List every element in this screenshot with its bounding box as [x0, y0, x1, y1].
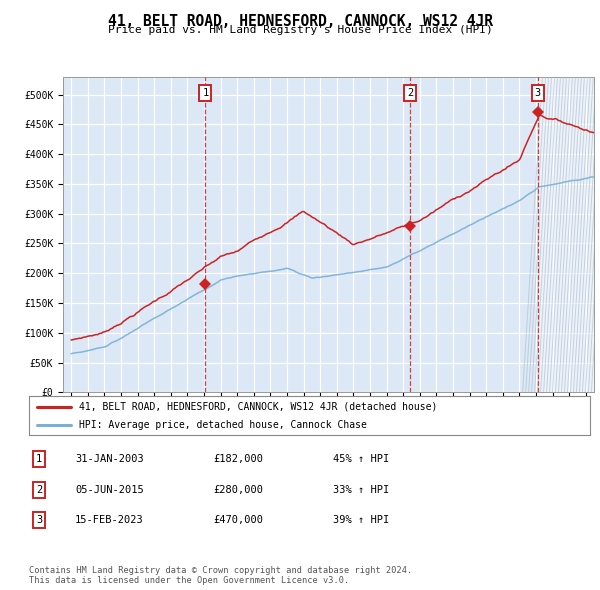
Text: 33% ↑ HPI: 33% ↑ HPI — [333, 485, 389, 494]
Text: 3: 3 — [36, 516, 42, 525]
Text: 45% ↑ HPI: 45% ↑ HPI — [333, 454, 389, 464]
Text: £280,000: £280,000 — [213, 485, 263, 494]
Text: 31-JAN-2003: 31-JAN-2003 — [75, 454, 144, 464]
Text: 41, BELT ROAD, HEDNESFORD, CANNOCK, WS12 4JR (detached house): 41, BELT ROAD, HEDNESFORD, CANNOCK, WS12… — [79, 402, 437, 412]
Text: 05-JUN-2015: 05-JUN-2015 — [75, 485, 144, 494]
Text: 1: 1 — [202, 88, 208, 99]
Text: Contains HM Land Registry data © Crown copyright and database right 2024.
This d: Contains HM Land Registry data © Crown c… — [29, 566, 412, 585]
Text: 3: 3 — [535, 88, 541, 99]
Text: £182,000: £182,000 — [213, 454, 263, 464]
Text: 1: 1 — [36, 454, 42, 464]
Text: 41, BELT ROAD, HEDNESFORD, CANNOCK, WS12 4JR: 41, BELT ROAD, HEDNESFORD, CANNOCK, WS12… — [107, 14, 493, 28]
Text: 2: 2 — [36, 485, 42, 494]
Text: Price paid vs. HM Land Registry's House Price Index (HPI): Price paid vs. HM Land Registry's House … — [107, 25, 493, 35]
Bar — [539, 77, 594, 392]
Text: 15-FEB-2023: 15-FEB-2023 — [75, 516, 144, 525]
Text: 39% ↑ HPI: 39% ↑ HPI — [333, 516, 389, 525]
Text: 2: 2 — [407, 88, 413, 99]
Text: HPI: Average price, detached house, Cannock Chase: HPI: Average price, detached house, Cann… — [79, 420, 367, 430]
Text: £470,000: £470,000 — [213, 516, 263, 525]
